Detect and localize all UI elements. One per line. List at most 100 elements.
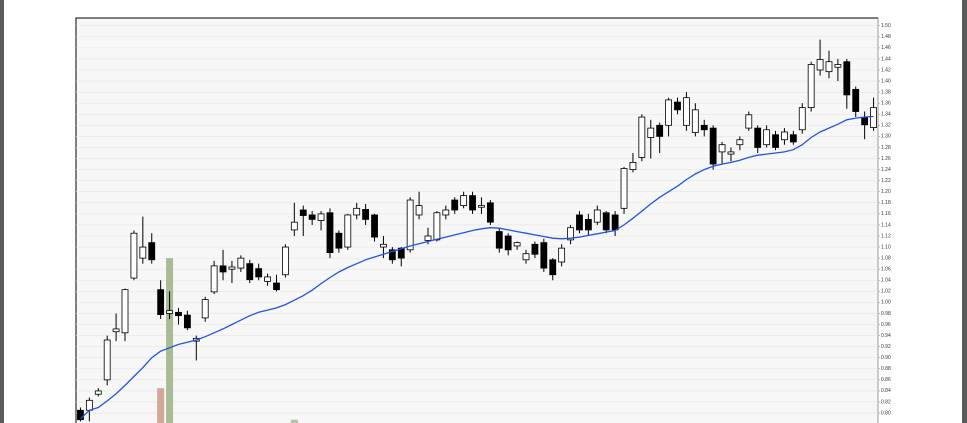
candle-body — [121, 289, 129, 334]
candle-body — [781, 131, 788, 141]
y-tick-label: 1.24 — [881, 167, 891, 173]
candle-body — [816, 59, 824, 71]
y-tick-label: 1.44 — [881, 56, 891, 62]
candle-body — [139, 246, 147, 259]
volume-bar — [290, 419, 298, 423]
candle-body — [807, 64, 815, 109]
y-tick-label: 1.02 — [881, 289, 891, 295]
candle-body — [504, 235, 512, 251]
y-tick-label: 1.06 — [881, 267, 891, 273]
candle-body — [388, 249, 396, 261]
y-tick-label: 0.88 — [881, 366, 891, 372]
candle-body — [540, 242, 548, 269]
y-tick-label: 0.92 — [881, 344, 891, 350]
candle-body — [727, 151, 735, 155]
y-tick-label: 1.38 — [881, 89, 891, 95]
candle-body — [219, 265, 227, 273]
candle-body — [290, 221, 298, 231]
candle-body — [460, 195, 468, 206]
candle-body — [175, 311, 182, 317]
right-border — [962, 0, 967, 423]
y-tick-label: 1.20 — [881, 189, 891, 195]
candle-body — [201, 299, 209, 319]
y-tick-label: 1.16 — [881, 211, 891, 217]
y-tick-label: 0.96 — [881, 322, 891, 328]
y-tick-label: 0.86 — [881, 377, 891, 383]
candle-body — [656, 124, 664, 137]
candle-body — [852, 88, 860, 112]
candle-body — [700, 124, 708, 131]
candle-body — [433, 212, 441, 241]
candle-body — [335, 232, 343, 249]
candle-body — [495, 231, 503, 249]
candle-body — [629, 162, 637, 170]
y-tick-label: 0.82 — [881, 399, 891, 405]
y-tick-label: 1.34 — [881, 112, 891, 118]
candle-body — [602, 212, 610, 231]
candle-body — [593, 209, 601, 223]
moving-average — [80, 115, 874, 420]
candle-body — [478, 205, 485, 208]
y-tick-label: 1.12 — [881, 233, 891, 239]
candle-body — [157, 289, 165, 315]
candle-body — [442, 209, 450, 216]
candle-body — [255, 268, 263, 278]
candle-body — [103, 339, 111, 381]
y-tick-label: 1.50 — [881, 23, 891, 29]
candle-body — [130, 232, 138, 279]
y-tick-label: 1.10 — [881, 244, 891, 250]
candle-body — [183, 314, 191, 329]
candle-body — [85, 399, 93, 411]
candle-body — [282, 246, 289, 276]
volume-bar — [166, 258, 174, 423]
y-tick-label: 1.28 — [881, 145, 891, 151]
candle-body — [736, 139, 744, 146]
y-tick-label: 0.84 — [881, 388, 891, 394]
candle-body — [486, 202, 494, 223]
candle-body — [745, 114, 753, 129]
y-tick-label: 1.14 — [881, 222, 891, 228]
candle-body — [576, 214, 583, 231]
candle-body — [834, 64, 842, 68]
candle-body — [549, 259, 557, 276]
y-tick-label: 1.32 — [881, 123, 891, 129]
candle-body — [371, 214, 378, 238]
y-tick-label: 1.04 — [881, 278, 891, 284]
y-tick-label: 0.94 — [881, 333, 891, 339]
y-tick-label: 1.48 — [881, 34, 891, 40]
y-tick-label: 0.98 — [881, 311, 891, 317]
y-tick-label: 1.26 — [881, 156, 891, 162]
candle-body — [299, 209, 307, 216]
y-tick-label: 1.30 — [881, 134, 891, 140]
candle-body — [273, 282, 280, 291]
candle-body — [469, 195, 476, 211]
candle-body — [691, 109, 699, 133]
candle-body — [718, 144, 726, 153]
candle-body — [754, 127, 762, 148]
candle-body — [763, 129, 771, 146]
volume-bar — [157, 388, 165, 423]
candle-body — [264, 276, 271, 282]
candle-body — [246, 263, 254, 281]
candle-body — [825, 61, 833, 73]
candle-body — [112, 328, 120, 333]
candle-body — [353, 207, 361, 216]
candle-body — [567, 227, 574, 241]
y-tick-label: 1.00 — [881, 300, 891, 306]
candle-body — [870, 107, 877, 128]
y-tick-label: 1.36 — [881, 101, 891, 107]
candle-body — [620, 168, 628, 209]
candle-body — [665, 99, 672, 126]
y-tick-label: 1.46 — [881, 45, 891, 51]
candle-body — [638, 116, 646, 158]
candle-body — [611, 214, 619, 231]
candle-body — [406, 199, 414, 251]
candle-body — [513, 242, 521, 247]
candle-body — [522, 253, 530, 261]
candle-body — [344, 214, 352, 248]
y-tick-label: 1.40 — [881, 78, 891, 84]
plot-area — [75, 17, 879, 423]
candle-body — [424, 235, 432, 241]
candle-body — [166, 310, 173, 314]
